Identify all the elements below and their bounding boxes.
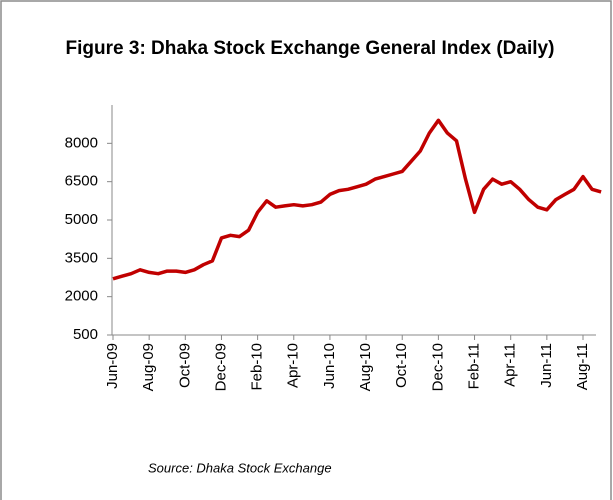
x-tick-label: Oct-10: [393, 343, 410, 388]
chart-title: Figure 3: Dhaka Stock Exchange General I…: [65, 38, 555, 59]
x-tick-label: Apr-11: [502, 343, 519, 387]
y-tick-label: 500: [73, 326, 98, 343]
x-tick-label: Jun-10: [321, 343, 338, 389]
x-tick-label: Oct-09: [176, 343, 193, 388]
x-tick-label: Dec-09: [212, 343, 229, 391]
x-tick-label: Jun-09: [104, 343, 121, 389]
source: Source: Dhaka Stock Exchange: [148, 460, 332, 475]
y-tick-label: 6500: [65, 173, 98, 190]
x-tick-label: Feb-11: [466, 343, 483, 389]
x-tick-label: Aug-09: [140, 343, 157, 391]
index-line: [112, 118, 602, 281]
x-tick-label: Aug-11: [574, 343, 591, 390]
y-tick-label: 8000: [65, 134, 98, 151]
x-tick-label: Apr-10: [285, 343, 302, 388]
x-tick-label: Feb-10: [249, 343, 266, 391]
y-tick-label: 5000: [65, 211, 98, 228]
x-tick-label: Jun-11: [538, 343, 555, 388]
x-tick-label: Dec-10: [429, 343, 446, 391]
y-tick-label: 2000: [65, 288, 98, 305]
x-tick-label: Aug-10: [357, 343, 374, 391]
y-tick-label: 3500: [65, 249, 98, 266]
